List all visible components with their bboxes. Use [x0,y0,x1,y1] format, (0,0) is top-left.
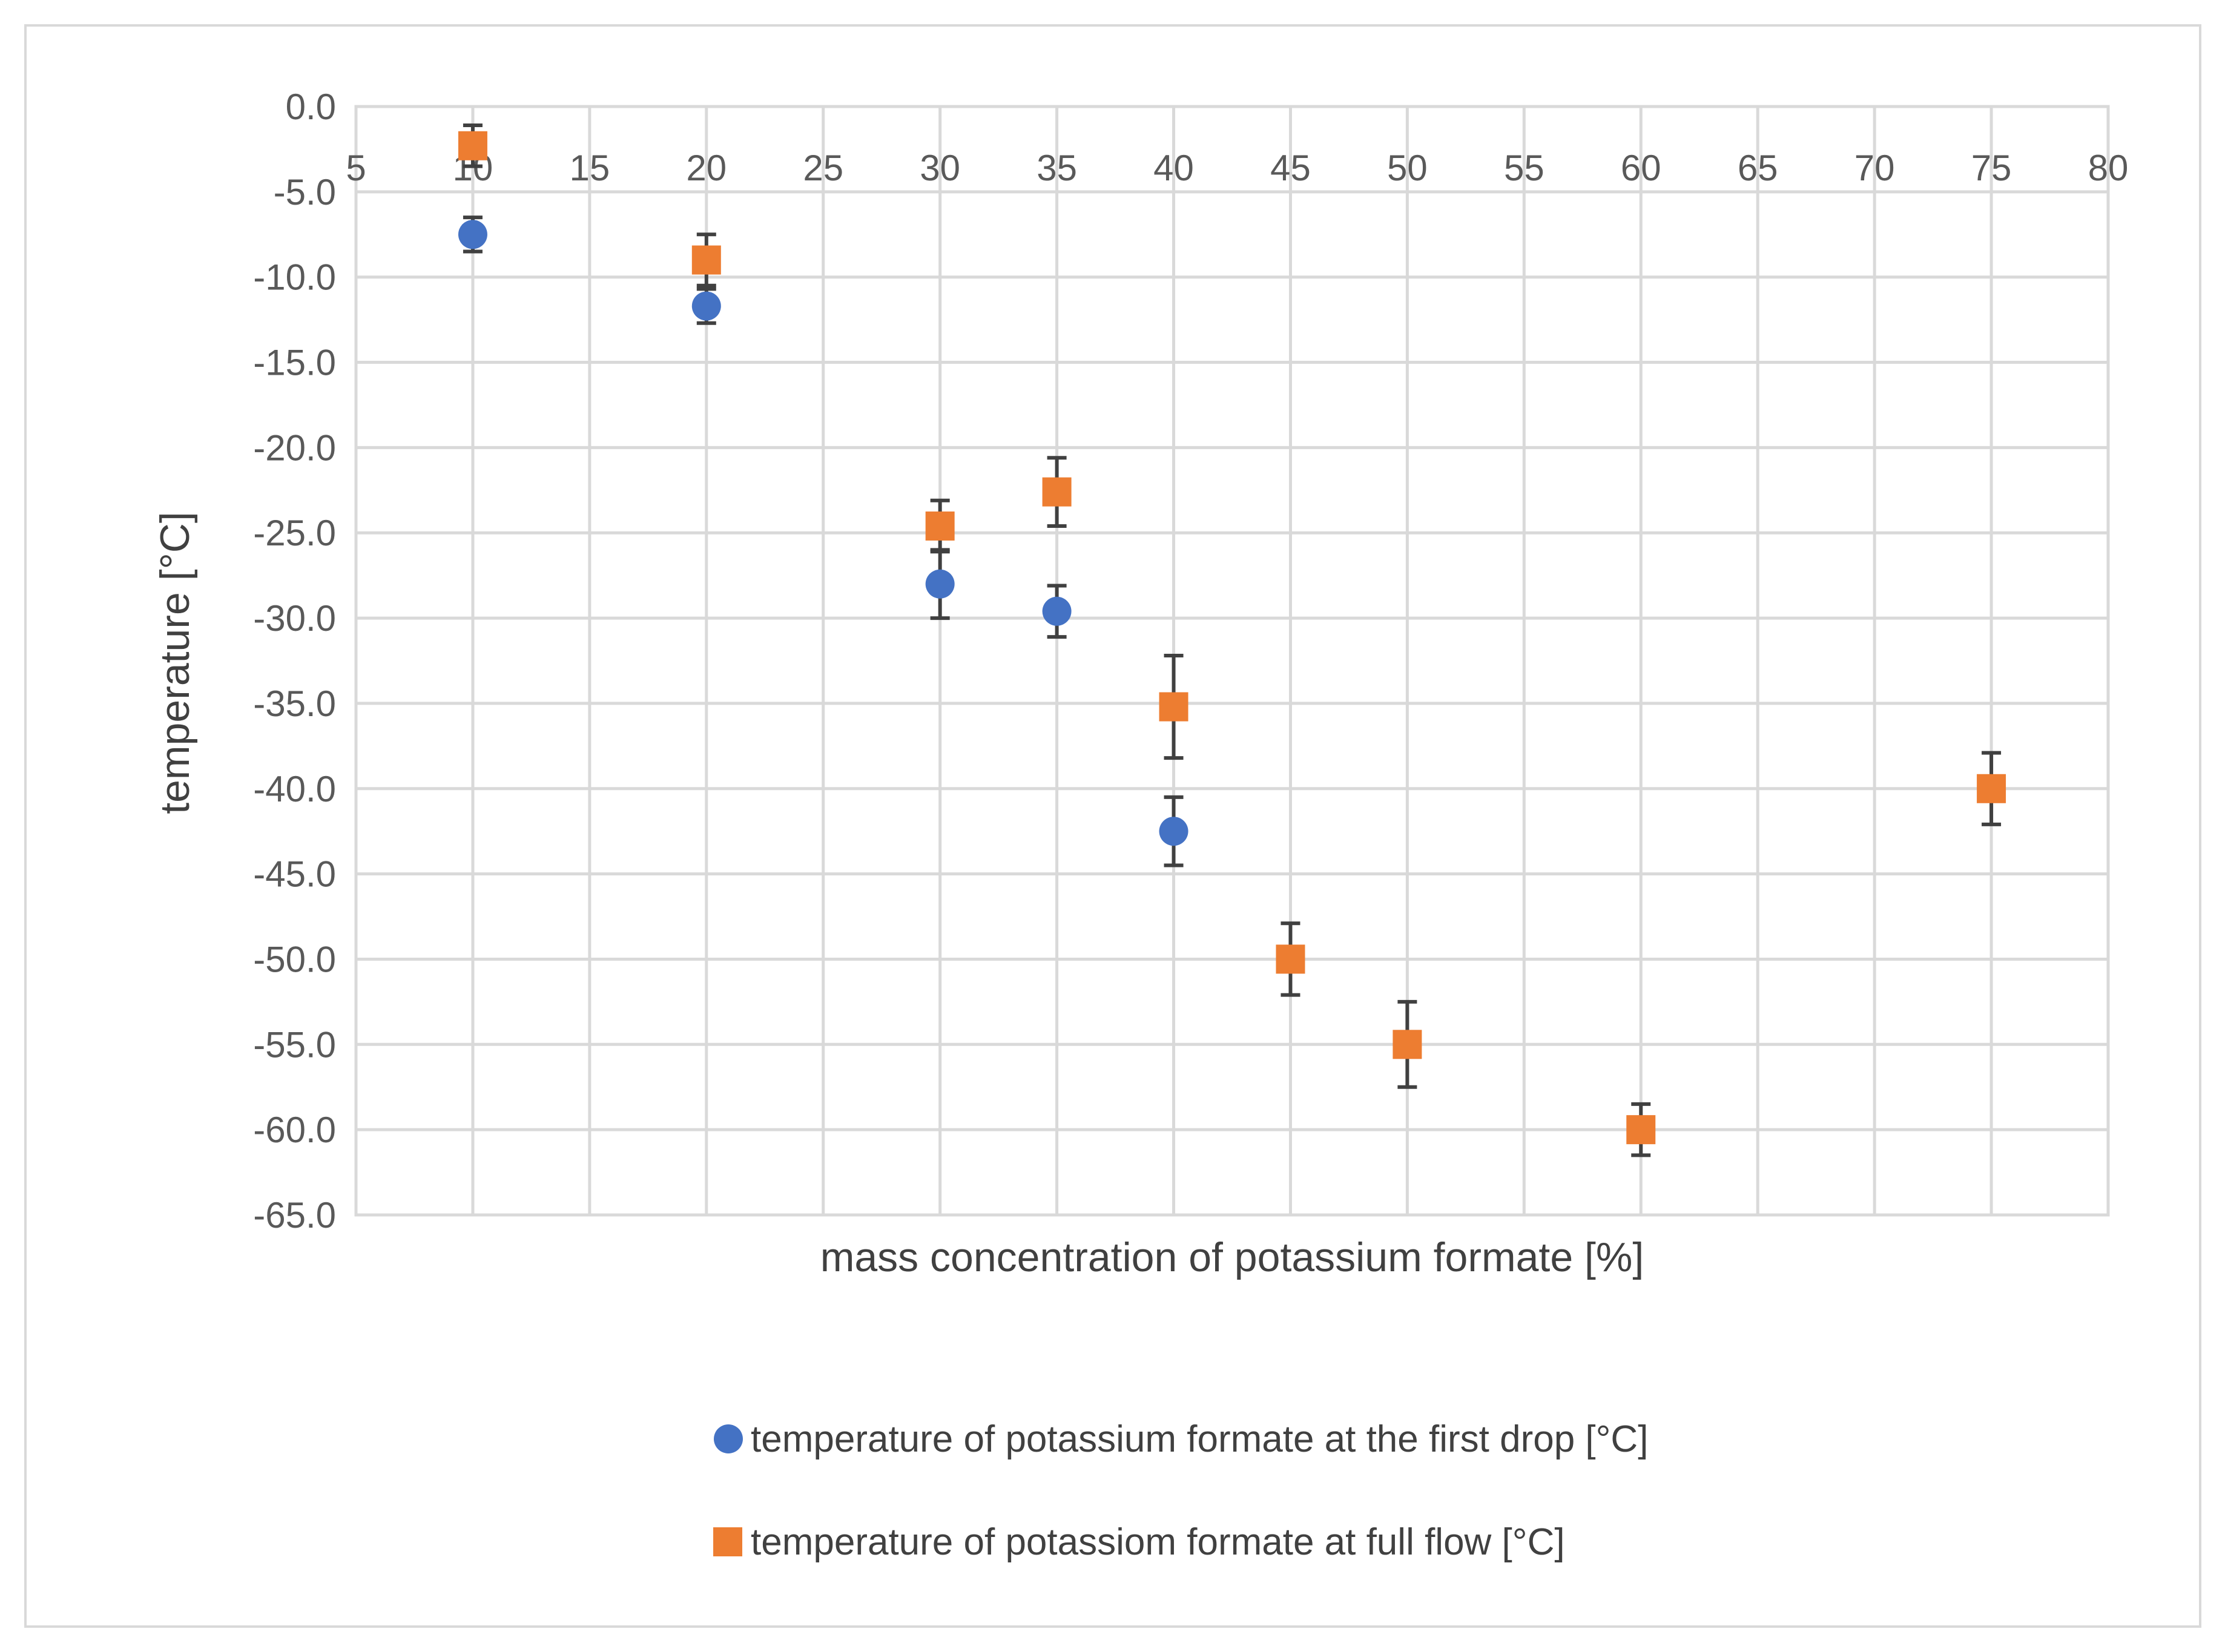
data-point [691,245,721,275]
data-point [1159,692,1188,722]
legend: temperature of potassium formate at the … [713,1418,1648,1563]
y-axis-tick-labels: 0.0 -5.0 -10.0 -15.0 -20.0 -25.0 -30.0 -35.0 -40… [253,87,336,1236]
y-tick-label: -55.0 [253,1024,336,1065]
data-point [1276,944,1305,974]
y-tick-label: -65.0 [253,1195,336,1236]
x-tick-label: 35 [1037,148,1077,188]
data-point [458,220,487,249]
series-first-drop [458,216,1188,867]
data-point [458,131,487,160]
legend-label-first-drop: temperature of potassium formate at the … [751,1418,1648,1460]
data-point [1159,817,1188,846]
y-tick-label: -35.0 [253,683,336,724]
y-tick-label: -5.0 [274,172,336,212]
legend-marker-first-drop [714,1424,743,1453]
x-tick-label: 30 [920,148,960,188]
y-tick-label: -30.0 [253,598,336,639]
data-point [1042,477,1072,507]
x-tick-label: 75 [1971,148,2012,188]
y-axis-title: temperature [°C] [152,512,198,814]
y-tick-label: -60.0 [253,1110,336,1150]
x-tick-label: 80 [2088,148,2129,188]
grid [354,105,2110,1217]
y-tick-label: -15.0 [253,343,336,383]
y-tick-label: -10.0 [253,257,336,298]
x-tick-label: 70 [1854,148,1895,188]
y-tick-label: -40.0 [253,769,336,809]
y-tick-label: -25.0 [253,513,336,553]
x-tick-label: 5 [346,148,366,188]
data-point [1626,1115,1656,1145]
x-tick-label: 20 [686,148,727,188]
x-axis-title: mass concentration of potassium formate … [820,1234,1644,1280]
x-tick-label: 45 [1270,148,1311,188]
plot-area-border [354,105,2110,1217]
x-tick-label: 15 [569,148,610,188]
data-point [691,291,721,321]
series-full-flow [458,123,2006,1157]
x-tick-label: 40 [1153,148,1194,188]
data-point [1042,596,1072,626]
y-tick-label: -45.0 [253,854,336,895]
data-series [458,123,2006,1157]
legend-marker-full-flow [713,1527,742,1556]
data-point [925,511,955,541]
data-point [1393,1030,1422,1059]
y-tick-label: -50.0 [253,939,336,979]
chart-frame [24,24,2201,1628]
x-tick-label: 65 [1738,148,1778,188]
y-tick-label: -20.0 [253,427,336,468]
x-tick-label: 50 [1387,148,1428,188]
x-tick-label: 25 [803,148,843,188]
x-axis-tick-labels: 5101520253035404550556065707580 [346,148,2128,188]
x-tick-label: 55 [1504,148,1544,188]
y-tick-label: 0.0 [286,87,336,127]
legend-label-full-flow: temperature of potassiom formate at full… [751,1521,1565,1563]
data-point [925,569,955,599]
data-point [1977,774,2006,803]
x-tick-label: 60 [1621,148,1661,188]
